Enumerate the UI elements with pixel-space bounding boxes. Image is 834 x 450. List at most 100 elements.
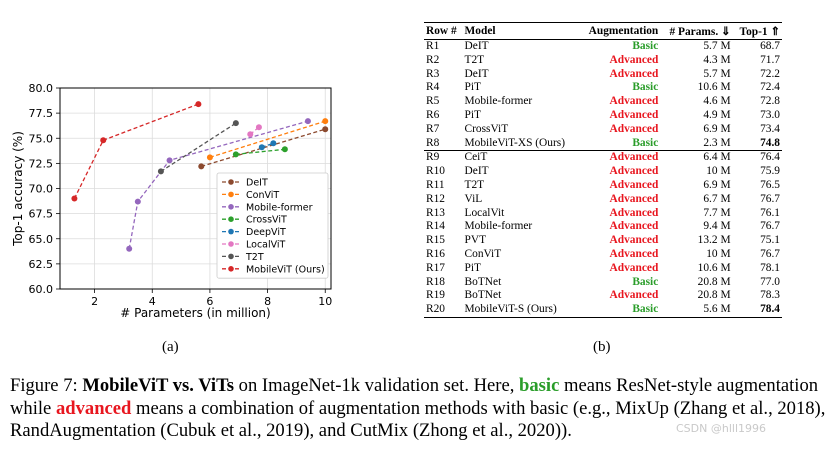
cell-params: 10.6 M xyxy=(697,81,731,94)
cell-top1: 68.7 xyxy=(760,40,780,52)
cell-row-num: R2 xyxy=(426,53,440,66)
header-row-num: Row # xyxy=(424,22,463,40)
cell-top1: 76.7 xyxy=(760,247,780,260)
data-point xyxy=(166,157,173,164)
cell-augmentation: Advanced xyxy=(609,289,659,302)
cell-model: MobileViT-S (Ours) xyxy=(462,303,579,318)
cell-model: DeIT xyxy=(464,67,489,80)
cell-row-num: R12 xyxy=(426,192,445,205)
data-point xyxy=(232,151,239,158)
table-row: R1 DeIT Basic 5.7 M 68.7 xyxy=(424,40,782,54)
cell-params: 9.4 M xyxy=(703,220,731,233)
cell-row-num: R11 xyxy=(426,178,445,191)
table-row: R15 PVT Advanced 13.2 M 75.1 xyxy=(424,234,782,248)
series-t2t xyxy=(157,120,239,175)
legend-item: DeIT xyxy=(222,178,268,189)
y-tick-label: 67.5 xyxy=(29,208,54,221)
cell-top1: 78.3 xyxy=(760,289,780,302)
cell-top1: 75.9 xyxy=(760,165,780,178)
series-line xyxy=(128,120,309,249)
cell-model: BoTNet xyxy=(464,289,502,302)
cell-params: 20.8 M xyxy=(697,289,731,302)
series-mobile-former xyxy=(126,118,311,252)
cell-top1: 77.0 xyxy=(760,275,780,288)
data-point xyxy=(258,144,265,151)
x-tick-label: 10 xyxy=(318,295,332,308)
cell-augmentation: Basic xyxy=(632,136,659,149)
legend-swatch-marker xyxy=(228,253,234,260)
legend-item: Mobile-former xyxy=(222,202,313,213)
y-tick-label: 60.0 xyxy=(29,283,54,296)
cell-augmentation: Advanced xyxy=(609,192,659,205)
cell-top1: 72.2 xyxy=(760,67,780,80)
cell-augmentation: Advanced xyxy=(609,261,659,274)
data-point xyxy=(247,131,254,138)
y-tick-label: 77.5 xyxy=(29,107,54,120)
caption-title: MobileViT vs. ViTs xyxy=(82,375,235,396)
cell-top1: 73.0 xyxy=(760,108,780,121)
x-tick-label: 4 xyxy=(149,295,156,308)
y-tick-label: 80.0 xyxy=(29,82,54,95)
cell-params: 7.7 M xyxy=(703,206,731,219)
data-point xyxy=(198,163,205,170)
cell-augmentation: Advanced xyxy=(609,178,659,191)
cell-top1: 72.4 xyxy=(760,81,780,94)
cell-top1: 75.1 xyxy=(760,234,780,247)
cell-model: PiT xyxy=(464,81,481,94)
cell-model: CeiT xyxy=(462,150,579,166)
x-tick-label: 6 xyxy=(206,295,213,308)
cell-augmentation: Advanced xyxy=(609,95,659,108)
table-row: R4 PiT Basic 10.6 M 72.4 xyxy=(424,81,782,95)
table-row: R2 T2T Advanced 4.3 M 71.7 xyxy=(424,54,782,68)
legend-label: CrossViT xyxy=(246,215,287,226)
series-localvit xyxy=(247,124,262,138)
caption-part2: means ResNet-style augmentation while xyxy=(10,375,819,419)
cell-augmentation: Advanced xyxy=(609,247,659,260)
x-axis-ticks: 2 4 6 8 10 xyxy=(91,289,332,308)
caption-basic-word: basic xyxy=(519,375,560,396)
table-row: R16 ConViT Advanced 10 M 76.7 xyxy=(424,248,782,262)
cell-params: 6.9 M xyxy=(703,122,731,135)
cell-params: 5.7 M xyxy=(703,40,731,52)
legend-item: ConViT xyxy=(222,190,279,201)
series-deepvit xyxy=(258,140,277,151)
x-tick-label: 2 xyxy=(91,295,98,308)
legend-item: MobileViT (Ours) xyxy=(222,264,325,275)
header-augmentation: Augmentation xyxy=(578,22,661,40)
cell-model: PVT xyxy=(464,234,487,247)
table-row: R14 Mobile-former Advanced 9.4 M 76.7 xyxy=(424,220,782,234)
data-point xyxy=(126,245,133,252)
legend-swatch-marker xyxy=(228,179,234,185)
cell-augmentation: Advanced xyxy=(609,122,659,135)
cell-model: Mobile-former xyxy=(464,95,533,108)
y-axis-ticks: 60.0 62.5 65.0 67.5 70.0 72.5 75.0 77.5 80.0 xyxy=(29,82,60,296)
cell-augmentation: Advanced xyxy=(609,165,659,178)
table-row: R11 T2T Advanced 6.9 M 76.5 xyxy=(424,179,782,193)
legend-label: T2T xyxy=(245,252,264,263)
cell-row-num: R8 xyxy=(426,136,440,149)
data-point xyxy=(206,154,213,161)
series-line xyxy=(160,122,237,172)
data-point xyxy=(71,195,78,202)
data-point xyxy=(100,137,107,144)
cell-top1: 76.7 xyxy=(760,192,780,205)
cell-params: 4.3 M xyxy=(703,53,731,66)
cell-augmentation: Advanced xyxy=(609,108,659,121)
subfigure-label-a: (a) xyxy=(162,339,179,355)
table-row: R18 BoTNet Basic 20.8 M 77.0 xyxy=(424,276,782,290)
cell-model: ConViT xyxy=(464,247,502,260)
legend-label: DeepViT xyxy=(246,227,286,238)
table-row: R13 LocalVit Advanced 7.7 M 76.1 xyxy=(424,207,782,221)
legend-label: DeIT xyxy=(246,178,268,189)
cell-model: Mobile-former xyxy=(464,220,533,233)
cell-model: LocalVit xyxy=(464,206,505,219)
legend-label: Mobile-former xyxy=(246,202,313,213)
cell-top1: 74.8 xyxy=(760,136,780,149)
caption-part3: means a combination of augmentation meth… xyxy=(10,397,826,442)
legend-swatch-marker xyxy=(228,216,234,222)
results-table: Row # Model Augmentation # Params. ⇓ Top… xyxy=(424,22,782,318)
caption-prefix: Figure 7: xyxy=(10,375,83,396)
data-point xyxy=(322,126,329,133)
cell-row-num: R18 xyxy=(426,275,445,288)
series-line xyxy=(235,148,285,155)
